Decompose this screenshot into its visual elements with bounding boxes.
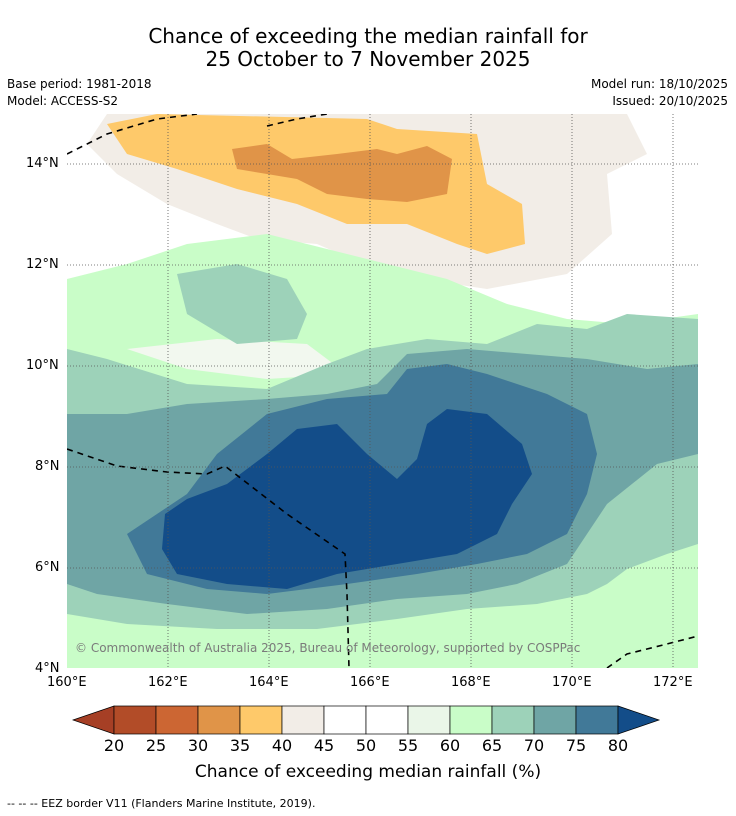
colorbar-cell xyxy=(197,705,241,735)
colorbar-tick-label: 55 xyxy=(397,736,419,755)
colorbar-extend-low xyxy=(72,705,115,735)
colorbar-cell xyxy=(281,705,325,735)
lat-label-12n: 12°N xyxy=(26,257,59,272)
issued-date: Issued: 20/10/2025 xyxy=(612,94,728,108)
colorbar-cell xyxy=(533,705,577,735)
lon-label-172e: 172°E xyxy=(653,675,693,690)
map-title-line1: Chance of exceeding the median rainfall … xyxy=(148,24,588,48)
lat-label-4n: 4°N xyxy=(35,661,60,676)
lat-label-10n: 10°N xyxy=(26,358,59,373)
colorbar-tick-label: 45 xyxy=(313,736,335,755)
lon-label-164e: 164°E xyxy=(249,675,289,690)
colorbar-tick-label: 60 xyxy=(439,736,461,755)
colorbar-cell xyxy=(365,705,409,735)
copyright-notice: © Commonwealth of Australia 2025, Bureau… xyxy=(75,641,581,655)
lon-label-160e: 160°E xyxy=(47,675,87,690)
colorbar-cell xyxy=(155,705,199,735)
base-period: Base period: 1981-2018 xyxy=(7,77,152,91)
colorbar-tick-label: 70 xyxy=(523,736,545,755)
lon-label-162e: 162°E xyxy=(148,675,188,690)
model-run: Model run: 18/10/2025 xyxy=(590,77,728,91)
colorbar-cell xyxy=(239,705,283,735)
colorbar-cell xyxy=(449,705,493,735)
colorbar-tick-label: 20 xyxy=(103,736,125,755)
colorbar-label: Chance of exceeding median rainfall (%) xyxy=(194,762,542,782)
colorbar-cell xyxy=(575,705,619,735)
lon-label-166e: 166°E xyxy=(350,675,390,690)
colorbar-cell xyxy=(113,705,157,735)
colorbar-tick-label: 30 xyxy=(187,736,209,755)
eez-border-line xyxy=(67,448,350,668)
map-title-line2: 25 October to 7 November 2025 xyxy=(205,47,531,71)
colorbar-tick-label: 75 xyxy=(565,736,587,755)
lon-label-170e: 170°E xyxy=(552,675,592,690)
lat-label-14n: 14°N xyxy=(26,156,59,171)
colorbar-cell xyxy=(323,705,367,735)
colorbar-cell xyxy=(491,705,535,735)
colorbar-tick-label: 25 xyxy=(145,736,167,755)
model-name: Model: ACCESS-S2 xyxy=(7,94,119,108)
lat-label-6n: 6°N xyxy=(35,560,60,575)
rainfall-probability-map xyxy=(67,114,698,668)
grid-lines xyxy=(67,114,698,668)
colorbar-tick-label: 35 xyxy=(229,736,251,755)
colorbar xyxy=(72,705,661,735)
lon-label-168e: 168°E xyxy=(451,675,491,690)
colorbar-cell xyxy=(407,705,451,735)
lat-label-8n: 8°N xyxy=(35,459,60,474)
colorbar-tick-label: 80 xyxy=(607,736,629,755)
colorbar-tick-label: 50 xyxy=(355,736,377,755)
eez-legend-note: -- -- -- EEZ border V11 (Flanders Marine… xyxy=(7,797,316,810)
colorbar-tick-label: 65 xyxy=(481,736,503,755)
colorbar-extend-high xyxy=(617,705,661,735)
colorbar-tick-label: 40 xyxy=(271,736,293,755)
